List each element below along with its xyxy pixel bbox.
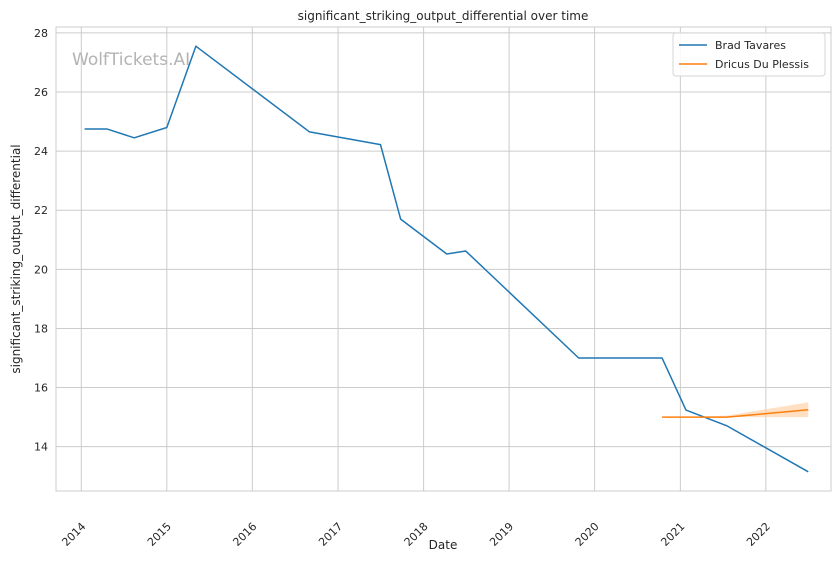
series-line-dricus-du-plessis (662, 408, 809, 418)
x-tick-label: 2021 (658, 520, 687, 549)
y-tick-label: 16 (34, 382, 48, 395)
y-axis-title: significant_striking_output_differential (9, 144, 23, 373)
grid (56, 27, 831, 491)
legend: Brad Tavares Dricus Du Plessis (672, 32, 826, 77)
x-tick-label: 2022 (744, 520, 773, 549)
legend-label-brad-tavares: Brad Tavares (715, 39, 786, 52)
x-tick-label: 2015 (145, 520, 174, 549)
x-axis-ticks: 2014 2015 2016 2017 2018 2019 2020 2021 2022 (59, 520, 773, 549)
legend-frame (672, 32, 826, 77)
y-tick-label: 24 (34, 145, 48, 158)
y-tick-label: 14 (34, 441, 48, 454)
x-tick-label: 2014 (59, 520, 88, 549)
chart-title: significant_striking_output_differential… (298, 9, 589, 23)
series-lines (84, 45, 809, 473)
y-tick-label: 20 (34, 263, 48, 276)
y-axis-ticks: 14 16 18 20 22 24 26 28 (34, 27, 48, 454)
x-tick-label: 2020 (573, 520, 602, 549)
series-line-brad-tavares (84, 45, 809, 473)
watermark: WolfTickets.AI (72, 50, 190, 70)
x-tick-label: 2018 (402, 520, 431, 549)
x-tick-label: 2019 (487, 520, 516, 549)
y-tick-label: 22 (34, 204, 48, 217)
plot-area (55, 26, 832, 492)
y-tick-label: 28 (34, 27, 48, 40)
y-tick-label: 26 (34, 86, 48, 99)
x-tick-label: 2017 (316, 520, 345, 549)
x-axis-title: Date (429, 538, 458, 552)
legend-label-dricus-du-plessis: Dricus Du Plessis (715, 58, 809, 71)
y-tick-label: 18 (34, 322, 48, 335)
x-tick-label: 2016 (230, 520, 259, 549)
